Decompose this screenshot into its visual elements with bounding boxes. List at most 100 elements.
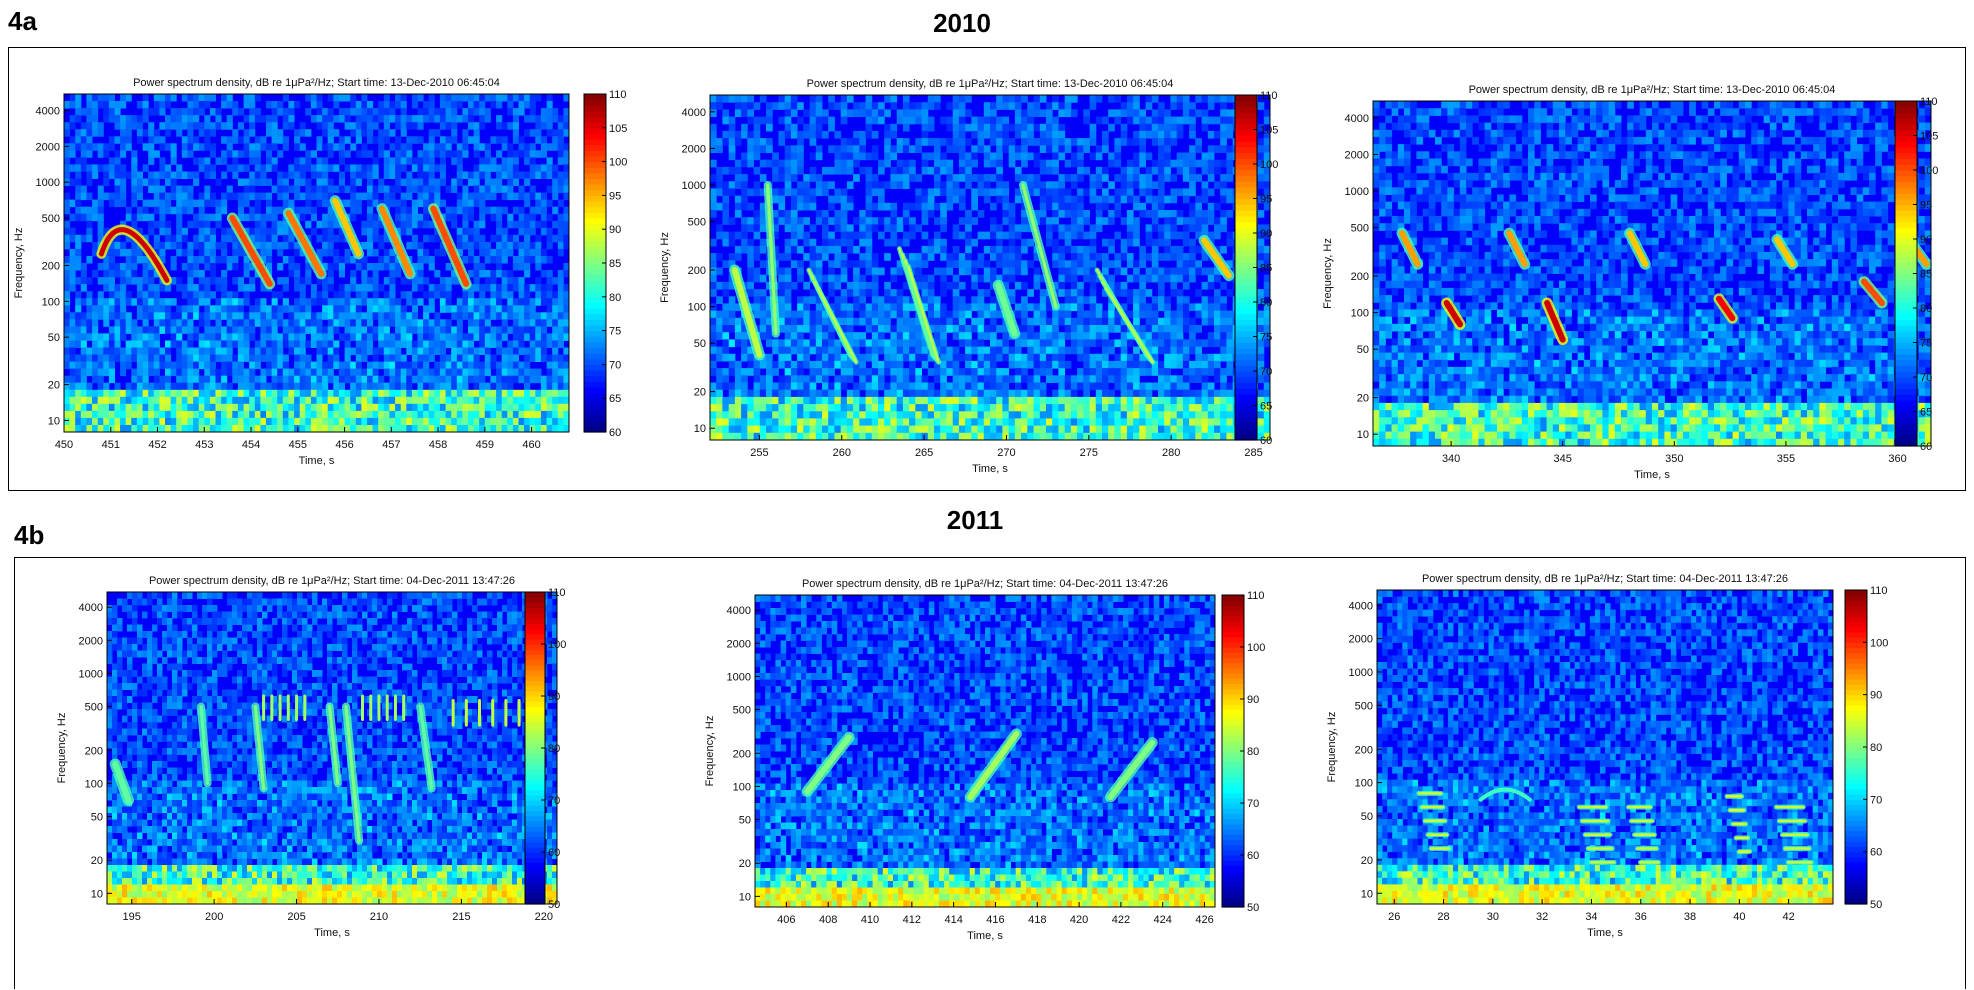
colorbar-tick-label: 100 (1260, 159, 1278, 171)
colorbar-tick-label: 70 (548, 795, 560, 807)
colorbar-tick-label: 85 (1920, 269, 1932, 281)
y-tick-label: 20 (694, 387, 706, 399)
x-tick-label: 454 (242, 439, 260, 451)
y-tick-label: 1000 (79, 668, 103, 680)
colorbar-tick-label: 90 (1870, 690, 1882, 702)
x-axis-label: Time, s (314, 927, 350, 939)
y-tick-label: 1000 (36, 177, 60, 189)
x-tick-label: 215 (452, 911, 470, 923)
panel-b-year-title: 2011 (875, 505, 1075, 536)
x-axis-label: Time, s (299, 455, 335, 467)
colorbar-tick-label: 60 (1870, 847, 1882, 859)
spectrogram-2010-c: Power spectrum density, dB re 1μPa²/Hz; … (1310, 65, 1974, 505)
x-tick-label: 414 (944, 914, 962, 926)
x-tick-label: 255 (750, 447, 768, 459)
y-tick-label: 50 (739, 814, 751, 826)
x-tick-label: 420 (1070, 914, 1088, 926)
colorbar-tick-label: 50 (1247, 902, 1259, 914)
x-tick-label: 355 (1777, 453, 1795, 465)
x-tick-label: 285 (1244, 447, 1262, 459)
y-axis-label: Frequency, Hz (659, 232, 671, 303)
x-tick-label: 424 (1154, 914, 1172, 926)
x-tick-label: 28 (1437, 911, 1449, 923)
colorbar-tick-label: 65 (1920, 407, 1932, 419)
y-tick-label: 200 (688, 265, 706, 277)
colorbar-tick-label: 110 (609, 89, 627, 101)
y-tick-label: 200 (42, 260, 60, 272)
plot-title: Power spectrum density, dB re 1μPa²/Hz; … (807, 78, 1174, 90)
x-tick-label: 457 (382, 439, 400, 451)
y-tick-label: 500 (42, 213, 60, 225)
colorbar-tick-label: 110 (1260, 90, 1278, 102)
colorbar-tick-label: 75 (609, 326, 621, 338)
x-tick-label: 38 (1684, 911, 1696, 923)
y-tick-label: 1000 (1349, 667, 1373, 679)
y-tick-label: 50 (1357, 344, 1369, 356)
x-tick-label: 456 (335, 439, 353, 451)
colorbar-tick-label: 100 (1870, 637, 1888, 649)
panel-b-label: 4b (14, 520, 44, 551)
y-axis-label: Frequency, Hz (1326, 712, 1338, 783)
colorbar-tick-label: 60 (548, 847, 560, 859)
x-tick-label: 360 (1888, 453, 1906, 465)
colorbar-tick-label: 80 (609, 292, 621, 304)
x-tick-label: 451 (102, 439, 120, 451)
colorbar-tick-label: 65 (609, 393, 621, 405)
x-tick-label: 460 (522, 439, 540, 451)
colorbar-tick-label: 90 (1260, 228, 1272, 240)
colorbar-tick-label: 95 (609, 190, 621, 202)
x-tick-label: 416 (986, 914, 1004, 926)
colorbar-tick-label: 105 (1920, 131, 1938, 143)
y-tick-label: 10 (48, 415, 60, 427)
y-tick-label: 2000 (682, 143, 706, 155)
colorbar-tick-label: 75 (1920, 338, 1932, 350)
x-tick-label: 260 (833, 447, 851, 459)
colorbar-tick-label: 90 (1920, 234, 1932, 246)
y-tick-label: 50 (1361, 811, 1373, 823)
y-tick-label: 20 (1361, 855, 1373, 867)
colorbar-tick-label: 60 (1920, 441, 1932, 453)
y-tick-label: 100 (42, 296, 60, 308)
colorbar-tick-label: 80 (1260, 297, 1272, 309)
x-tick-label: 450 (55, 439, 73, 451)
colorbar-tick-label: 80 (1870, 742, 1882, 754)
colorbar-tick-label: 60 (1260, 435, 1272, 447)
y-tick-label: 10 (1357, 429, 1369, 441)
y-tick-label: 100 (1355, 778, 1373, 790)
colorbar-tick-label: 60 (1247, 850, 1259, 862)
x-tick-label: 220 (535, 911, 553, 923)
colorbar-tick-label: 105 (609, 123, 627, 135)
panel-a-label: 4a (8, 6, 37, 37)
x-tick-label: 34 (1585, 911, 1597, 923)
y-axis-label: Frequency, Hz (1322, 238, 1334, 309)
x-tick-label: 210 (370, 911, 388, 923)
x-tick-label: 350 (1665, 453, 1683, 465)
x-tick-label: 453 (195, 439, 213, 451)
x-axis-label: Time, s (972, 463, 1008, 475)
y-tick-label: 500 (85, 702, 103, 714)
y-tick-label: 500 (733, 705, 751, 717)
x-tick-label: 340 (1442, 453, 1460, 465)
x-tick-label: 458 (429, 439, 447, 451)
y-tick-label: 200 (1355, 744, 1373, 756)
spectrogram-2010-b: Power spectrum density, dB re 1μPa²/Hz; … (650, 65, 1310, 505)
x-tick-label: 42 (1783, 911, 1795, 923)
colorbar-tick-label: 80 (548, 743, 560, 755)
y-tick-label: 100 (733, 781, 751, 793)
x-tick-label: 410 (861, 914, 879, 926)
y-tick-label: 1000 (682, 180, 706, 192)
colorbar-tick-label: 85 (609, 258, 621, 270)
plot-title: Power spectrum density, dB re 1μPa²/Hz; … (1422, 573, 1788, 585)
y-tick-label: 2000 (79, 635, 103, 647)
colorbar-tick-label: 50 (1870, 899, 1882, 911)
spectrogram-2011-b: Power spectrum density, dB re 1μPa²/Hz; … (700, 560, 1260, 990)
plot-title: Power spectrum density, dB re 1μPa²/Hz; … (802, 578, 1168, 590)
colorbar-tick-label: 70 (1260, 366, 1272, 378)
colorbar-tick-label: 50 (548, 899, 560, 911)
colorbar-tick-label: 100 (1920, 165, 1938, 177)
y-tick-label: 500 (688, 217, 706, 229)
colorbar-tick-label: 70 (1920, 372, 1932, 384)
x-tick-label: 275 (1080, 447, 1098, 459)
x-tick-label: 426 (1195, 914, 1213, 926)
